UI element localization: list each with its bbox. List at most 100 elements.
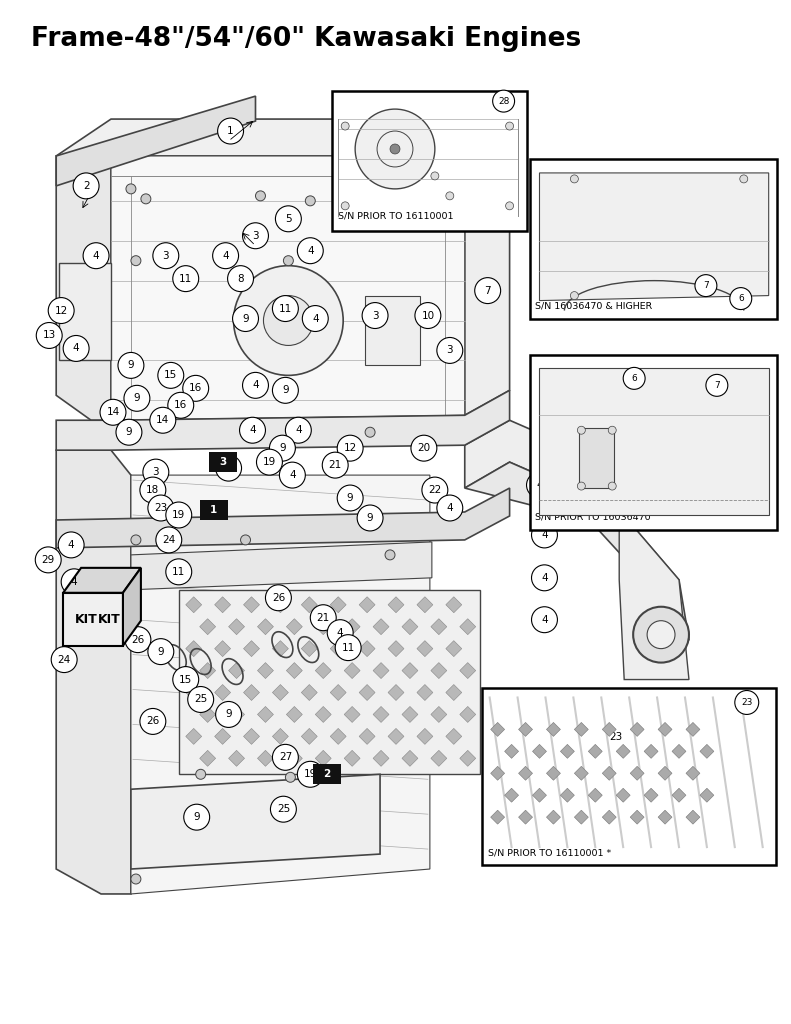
Bar [209,453,237,472]
Polygon shape [244,641,259,656]
Polygon shape [56,451,131,894]
Text: 9: 9 [279,443,286,454]
Text: 26: 26 [131,635,145,645]
Text: 4: 4 [541,530,548,540]
Circle shape [218,118,244,144]
Polygon shape [301,728,317,744]
Text: 9: 9 [282,385,289,395]
Text: 4: 4 [312,313,319,324]
Text: 16: 16 [174,400,187,411]
Polygon shape [574,722,589,736]
Circle shape [48,298,74,324]
Circle shape [100,399,126,425]
Text: KIT: KIT [75,613,98,627]
Polygon shape [431,751,447,766]
Circle shape [633,607,689,663]
Text: 25: 25 [194,694,207,705]
Polygon shape [229,663,244,679]
Circle shape [195,769,206,779]
Text: 25: 25 [277,804,290,814]
Polygon shape [63,593,123,646]
Circle shape [141,194,151,204]
Polygon shape [316,707,331,722]
Text: 9: 9 [134,393,140,403]
Text: 7: 7 [484,286,491,296]
Polygon shape [199,751,216,766]
Text: 3: 3 [446,345,453,355]
Text: 17: 17 [222,463,235,473]
Circle shape [570,175,578,183]
Polygon shape [490,722,505,736]
Text: 3: 3 [252,230,259,241]
Text: 6: 6 [738,294,744,303]
Circle shape [233,305,259,332]
Polygon shape [465,462,689,645]
Circle shape [740,175,747,183]
Circle shape [272,296,298,322]
Text: 8: 8 [237,273,244,284]
Circle shape [245,425,255,435]
Polygon shape [131,542,432,590]
Circle shape [183,376,209,401]
Polygon shape [700,744,714,759]
Circle shape [431,172,439,180]
Polygon shape [359,641,375,656]
Text: 9: 9 [346,493,354,503]
Circle shape [437,338,463,364]
Text: 13: 13 [43,331,56,341]
Text: 9: 9 [367,513,373,523]
Text: S/N 16036470 & HIGHER: S/N 16036470 & HIGHER [535,301,652,310]
Text: 4: 4 [295,425,301,435]
Circle shape [266,585,291,610]
Polygon shape [186,684,202,700]
Text: 19: 19 [263,457,276,467]
Circle shape [61,569,87,595]
Polygon shape [630,722,644,736]
Polygon shape [547,810,560,824]
Text: 23: 23 [741,698,752,707]
Circle shape [327,620,353,646]
Circle shape [730,288,751,309]
Circle shape [608,426,616,434]
Polygon shape [658,722,672,736]
Polygon shape [229,751,244,766]
Circle shape [63,336,89,361]
Circle shape [140,709,166,734]
Polygon shape [602,766,616,780]
Polygon shape [373,707,389,722]
Polygon shape [56,96,255,186]
Circle shape [148,495,174,521]
Polygon shape [616,744,630,759]
Text: 10: 10 [422,310,434,321]
Polygon shape [344,663,360,679]
Polygon shape [686,722,700,736]
Circle shape [125,627,151,652]
Text: 26: 26 [146,717,160,726]
Circle shape [240,417,266,443]
Text: 3: 3 [372,310,378,321]
Text: 14: 14 [156,416,169,425]
Polygon shape [574,810,589,824]
Text: 19: 19 [172,510,185,520]
Polygon shape [560,744,574,759]
Polygon shape [446,597,462,612]
Polygon shape [344,618,360,635]
Circle shape [116,419,142,445]
Circle shape [272,744,298,770]
Text: 7: 7 [714,381,720,390]
Polygon shape [330,641,346,656]
Text: 9: 9 [127,360,134,371]
Circle shape [411,435,437,461]
Polygon shape [214,641,231,656]
Circle shape [283,256,293,265]
Circle shape [493,90,515,112]
Text: 15: 15 [165,371,177,380]
Text: 9: 9 [193,812,200,822]
Text: 19: 19 [304,769,317,779]
Polygon shape [532,744,547,759]
Circle shape [532,565,558,591]
Polygon shape [258,663,274,679]
Polygon shape [589,744,602,759]
Bar [332,91,527,230]
Text: 24: 24 [162,535,176,545]
